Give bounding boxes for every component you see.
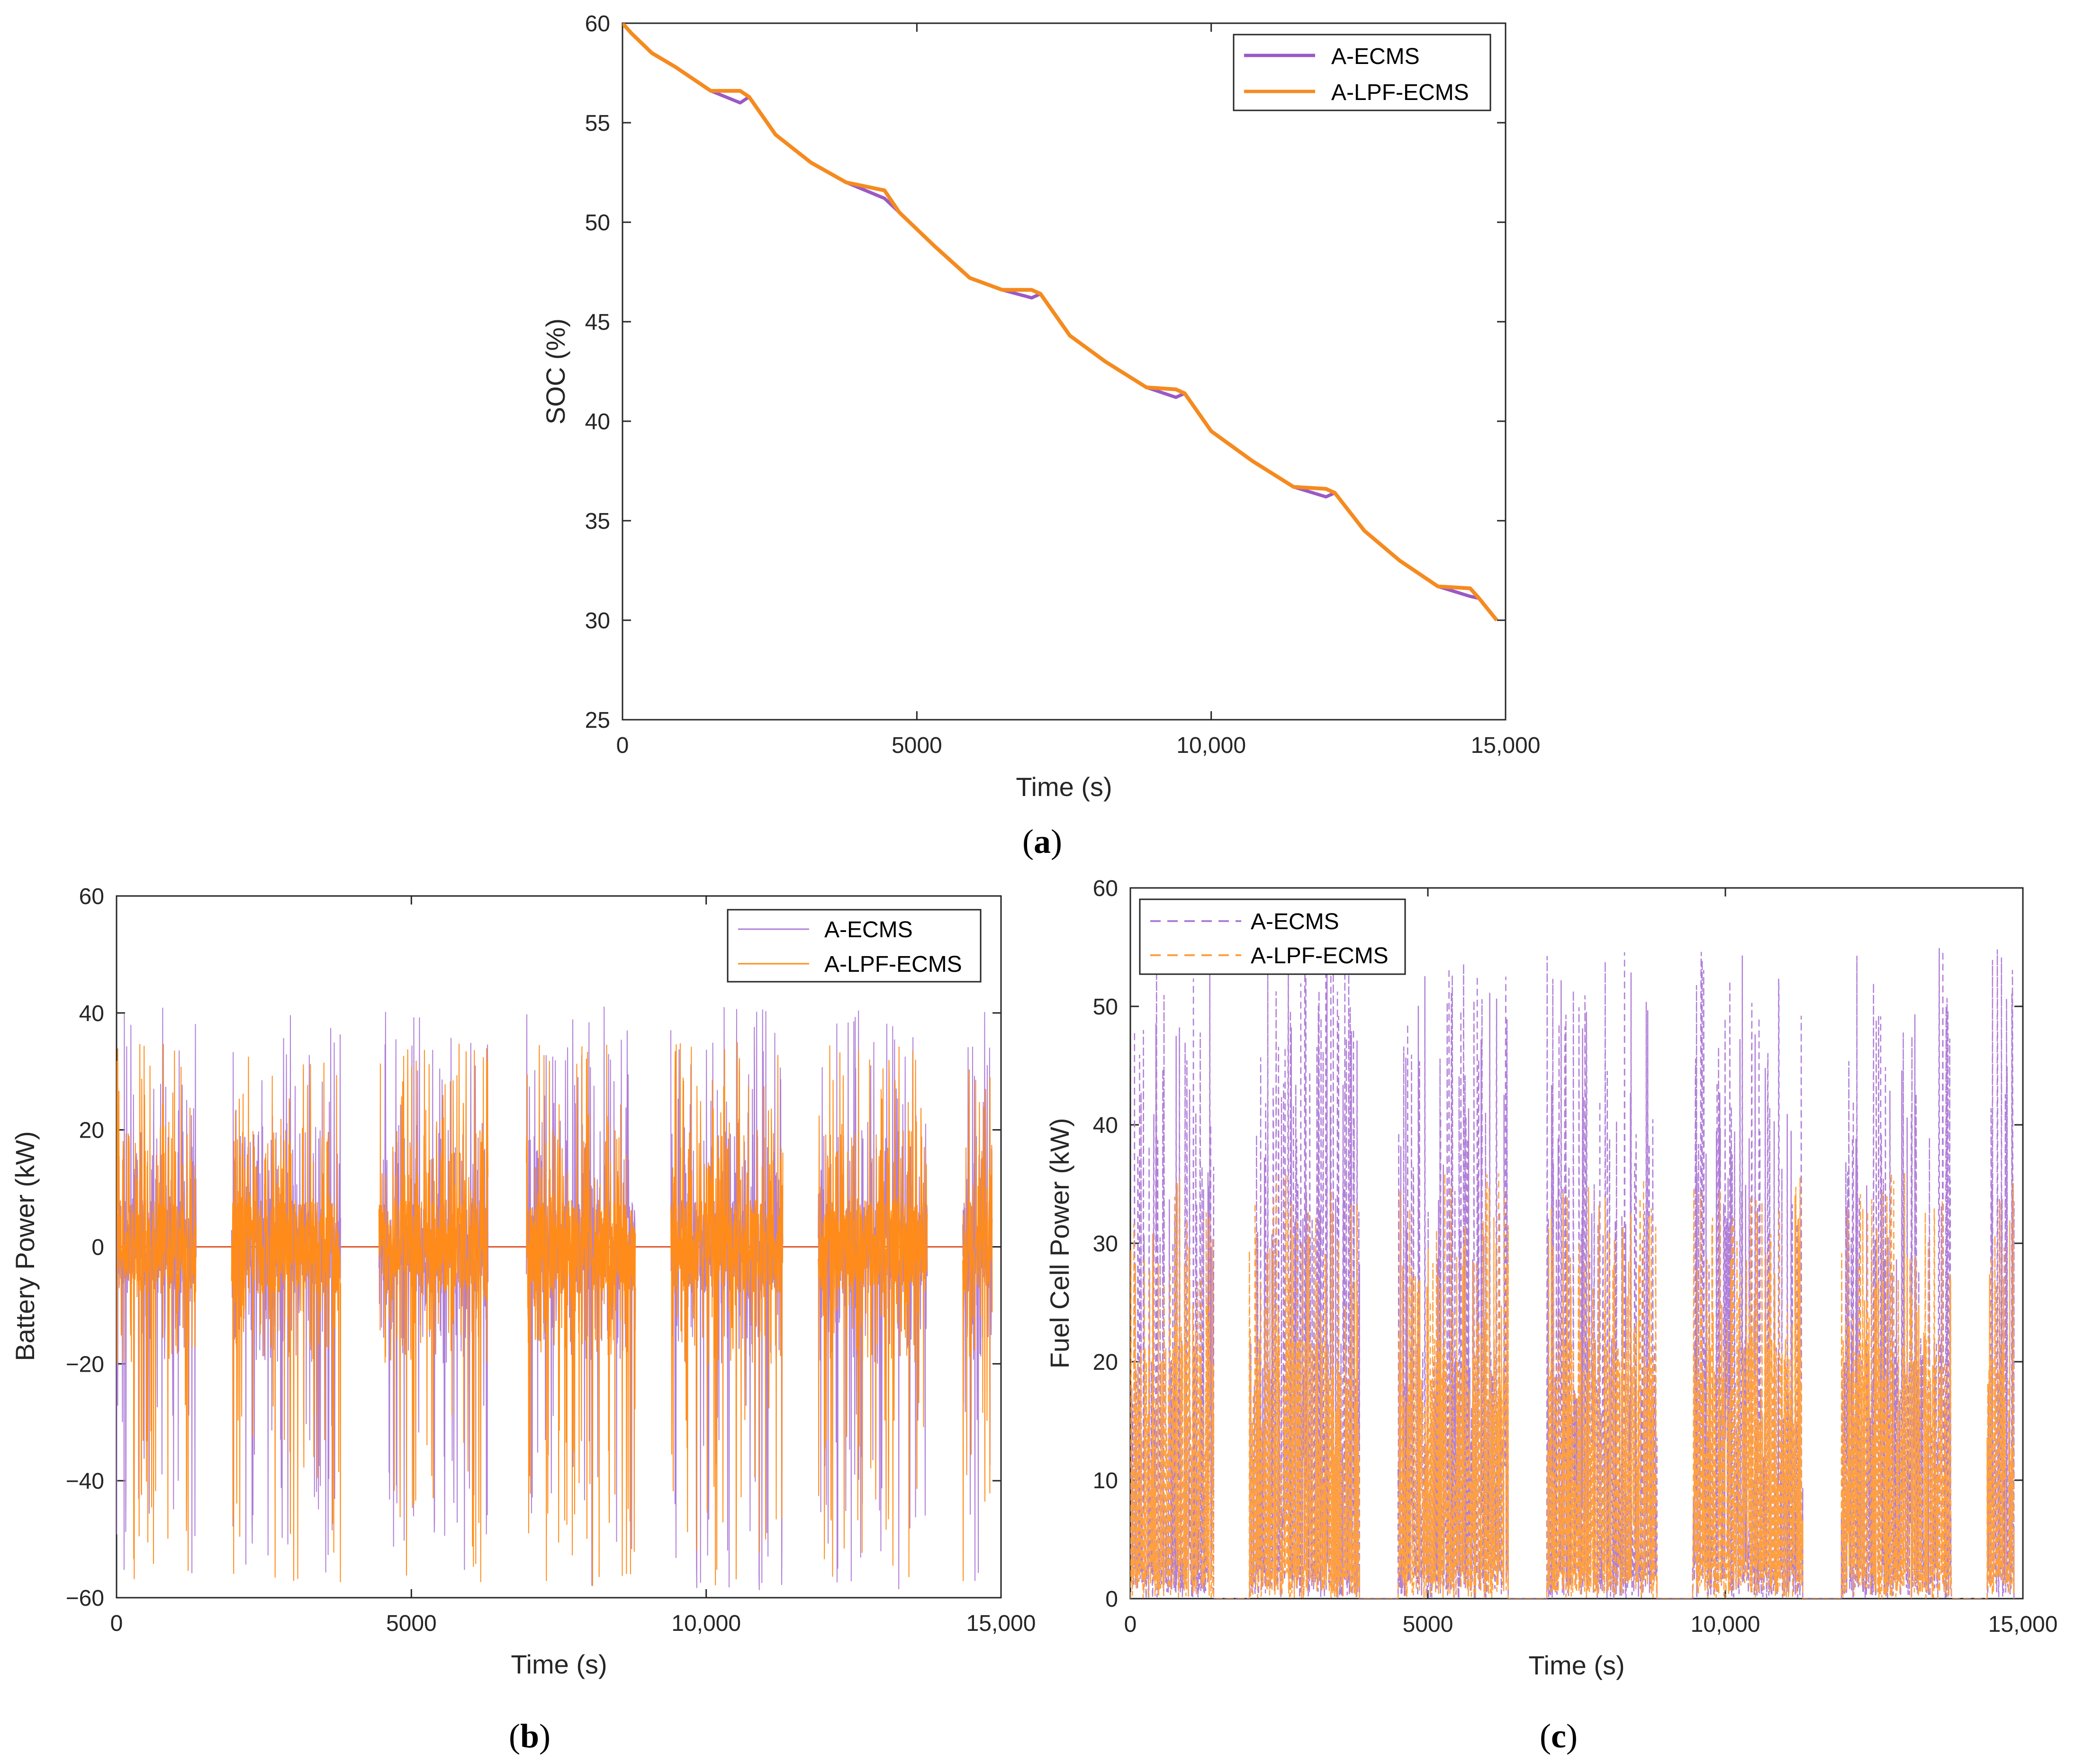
panel-b-y-tick-label: 0	[91, 1235, 104, 1260]
panel-c-series-a-lpf-ecms	[1130, 1173, 2015, 1599]
panel-a-y-tick-label: 60	[585, 11, 610, 36]
panel-b-y-tick-label: −60	[66, 1586, 104, 1611]
panel-c-y-tick-label: 40	[1093, 1113, 1118, 1138]
panel-c-y-tick-label: 50	[1093, 995, 1118, 1020]
panel-c-x-tick-label: 0	[1124, 1612, 1137, 1637]
panel-a-y-tick-label: 25	[585, 708, 610, 733]
panel-b-y-tick-label: 60	[79, 884, 104, 909]
panel-b-y-tick-label: 20	[79, 1118, 104, 1143]
panel-b-y-axis-label: Battery Power (kW)	[10, 1131, 40, 1361]
panel-a-x-tick-label: 5000	[892, 733, 942, 758]
panel-b-caption: (b)	[509, 1717, 550, 1755]
panel-c-caption: (c)	[1540, 1717, 1578, 1755]
panel-c-y-axis-label: Fuel Cell Power (kW)	[1045, 1118, 1074, 1369]
panel-b-series-a-lpf-ecms	[117, 1042, 993, 1586]
panel-a-plot-area	[622, 22, 1507, 721]
panel-b-y-tick-label: 40	[79, 1001, 104, 1026]
panel-c-legend-label-a-lpf-ecms: A-LPF-ECMS	[1251, 943, 1389, 968]
panel-a: 0 5000 10,000 15,000 25 30 35 40 45 50 55 60 Time (…	[541, 11, 1540, 860]
panel-c-x-tick-label: 5000	[1403, 1612, 1453, 1637]
panel-b-x-tick-label: 5000	[386, 1611, 437, 1636]
panel-b-y-tick-label: −40	[66, 1469, 104, 1494]
panel-b-y-tick-label: −20	[66, 1352, 104, 1377]
panel-b: 0 5000 10,000 15,000 −60 −40 −20 0 20 40 60 Time (…	[10, 884, 1036, 1755]
panel-a-caption: (a)	[1022, 823, 1062, 860]
panel-c-series-a-ecms	[1130, 947, 2015, 1599]
panel-c-legend-box	[1139, 898, 1406, 975]
panel-b-x-tick-label: 15,000	[966, 1611, 1036, 1636]
panel-a-series-a-lpf-ecms	[622, 23, 1498, 622]
panel-a-y-tick-label: 55	[585, 111, 610, 136]
panel-b-ticks: 0 5000 10,000 15,000 −60 −40 −20 0 20 40 60	[66, 884, 1036, 1636]
panel-c-x-axis-label: Time (s)	[1528, 1650, 1624, 1680]
panel-c-y-tick-label: 0	[1105, 1587, 1118, 1612]
panel-b-caption-letter: b	[520, 1717, 539, 1755]
panel-b-legend-label-a-ecms: A-ECMS	[824, 917, 913, 942]
panel-a-y-tick-label: 50	[585, 210, 610, 235]
panel-c-y-tick-label: 20	[1093, 1350, 1118, 1375]
panel-a-legend-box	[1233, 34, 1491, 111]
panel-a-ticks: 0 5000 10,000 15,000 25 30 35 40 45 50 55 60	[585, 11, 1541, 758]
panel-b-x-tick-label: 0	[110, 1611, 123, 1636]
panel-b-x-tick-label: 10,000	[671, 1611, 741, 1636]
panel-c-x-tick-label: 15,000	[1988, 1612, 2058, 1637]
panel-c-y-tick-label: 10	[1093, 1468, 1118, 1493]
panel-c-y-tick-label: 60	[1093, 876, 1118, 901]
panel-a-y-tick-label: 30	[585, 608, 610, 633]
panel-b-legend-box	[727, 909, 982, 983]
panel-a-x-tick-label: 15,000	[1471, 733, 1541, 758]
panel-a-y-tick-label: 40	[585, 409, 610, 434]
panel-a-x-axis-label: Time (s)	[1016, 772, 1112, 802]
panel-a-legend-label-a-ecms: A-ECMS	[1331, 44, 1420, 69]
panel-c-x-tick-label: 10,000	[1691, 1612, 1760, 1637]
panel-a-legend-label-a-lpf-ecms: A-LPF-ECMS	[1331, 80, 1469, 105]
panel-a-y-tick-label: 45	[585, 310, 610, 335]
panel-c-caption-letter: c	[1551, 1717, 1566, 1755]
panel-a-lines	[622, 23, 1498, 622]
panel-a-y-axis-label: SOC (%)	[541, 318, 570, 425]
panel-b-legend: A-ECMS A-LPF-ECMS	[727, 909, 982, 983]
panel-c-y-tick-label: 30	[1093, 1231, 1118, 1257]
panel-c-legend-label-a-ecms: A-ECMS	[1251, 909, 1339, 934]
panel-a-caption-letter: a	[1034, 823, 1051, 860]
panel-a-x-tick-label: 10,000	[1176, 733, 1246, 758]
panel-b-legend-label-a-lpf-ecms: A-LPF-ECMS	[824, 952, 962, 977]
panel-a-x-tick-label: 0	[616, 733, 629, 758]
panel-a-y-tick-label: 35	[585, 509, 610, 534]
panel-c-legend: A-ECMS A-LPF-ECMS	[1139, 898, 1406, 975]
panel-b-x-axis-label: Time (s)	[511, 1649, 607, 1679]
panel-b-lines	[117, 1006, 993, 1590]
panel-c-lines	[1130, 947, 2015, 1599]
panel-c-ticks: 0 5000 10,000 15,000 0 10 20 30 40 50 60	[1093, 876, 2058, 1637]
panel-a-legend: A-ECMS A-LPF-ECMS	[1233, 34, 1491, 111]
